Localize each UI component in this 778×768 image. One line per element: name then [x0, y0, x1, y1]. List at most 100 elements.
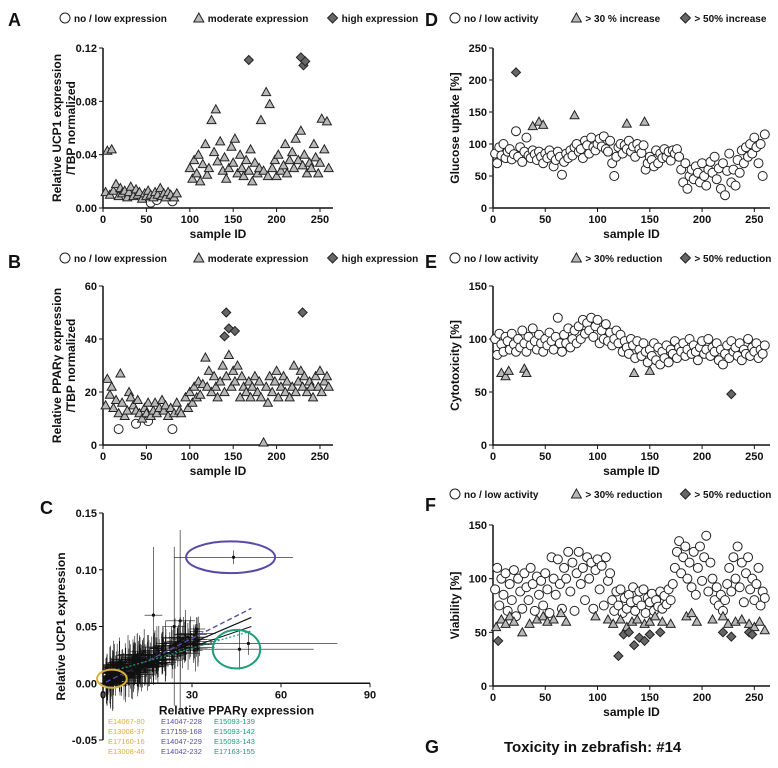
x-tick-label: 100 — [181, 214, 199, 226]
data-point — [262, 397, 274, 407]
y-tick-label: 20 — [85, 387, 97, 399]
y-axis-label: Relative UCP1 expression — [50, 54, 64, 202]
data-point — [628, 640, 640, 651]
legend-marker — [570, 487, 583, 499]
x-tick-label: 250 — [311, 451, 329, 463]
data-point — [655, 627, 666, 638]
y-tick-label: 0.00 — [76, 203, 97, 215]
legend-label: > 30% reduction — [585, 254, 662, 265]
data-point — [180, 391, 191, 402]
data-point — [310, 151, 321, 162]
data-point — [323, 162, 335, 173]
y-tick-label: 0.05 — [76, 622, 97, 634]
data-point — [118, 677, 121, 680]
data-point — [490, 621, 502, 632]
data-point — [707, 573, 718, 584]
data-point — [188, 381, 200, 391]
data-point — [548, 613, 559, 624]
data-point — [588, 331, 599, 342]
data-point — [748, 621, 760, 632]
data-point — [536, 575, 547, 586]
data-point — [124, 660, 127, 663]
data-point — [552, 312, 563, 323]
regression-line-dotted — [117, 630, 252, 671]
data-point — [299, 149, 310, 159]
x-tick-label: 100 — [588, 214, 606, 226]
data-point — [638, 140, 649, 151]
data-point — [125, 391, 137, 402]
data-point — [605, 568, 616, 579]
data-point — [279, 138, 291, 149]
data-point — [110, 671, 114, 675]
data-point — [556, 346, 567, 357]
data-point — [699, 552, 710, 563]
data-point — [184, 162, 196, 173]
data-point — [134, 654, 137, 658]
data-point — [108, 185, 119, 195]
data-point — [308, 138, 320, 149]
data-point — [208, 370, 220, 381]
data-point — [598, 600, 609, 611]
data-point — [172, 624, 176, 629]
legend-marker — [449, 488, 461, 500]
data-point — [305, 162, 317, 173]
data-point — [644, 365, 656, 375]
data-point — [113, 663, 116, 667]
x-tick-label: 100 — [588, 692, 606, 704]
data-point — [149, 397, 161, 407]
data-point — [243, 165, 255, 175]
data-point — [705, 557, 716, 568]
data-point — [596, 560, 607, 571]
panel-label-f: F — [425, 495, 436, 515]
legend-label: high expression — [342, 254, 419, 265]
y-tick-label: 150 — [469, 281, 487, 293]
data-point — [743, 334, 754, 344]
data-point — [187, 173, 198, 183]
highlight-ellipse-green — [211, 628, 262, 670]
data-point — [262, 170, 274, 181]
data-point — [630, 605, 641, 616]
data-point — [299, 370, 310, 381]
y-axis-label: Viability [%] — [448, 572, 462, 640]
x-tick-label: 200 — [693, 692, 711, 704]
data-point — [217, 359, 229, 370]
data-point — [321, 115, 333, 126]
data-point — [312, 381, 324, 391]
data-point — [136, 412, 148, 423]
data-point — [537, 119, 549, 129]
data-point — [223, 349, 235, 359]
data-point — [656, 616, 668, 626]
data-point — [613, 600, 624, 611]
data-point — [234, 391, 246, 402]
data-point — [194, 389, 206, 399]
panel-g-title: Toxicity in zebrafish: #14 — [504, 739, 682, 756]
data-point — [229, 375, 241, 386]
data-point — [203, 365, 215, 375]
y-tick-label: 50 — [475, 627, 487, 639]
x-tick-label: 50 — [539, 451, 551, 463]
data-point — [722, 618, 734, 628]
data-point — [669, 562, 680, 573]
data-point — [573, 546, 584, 557]
panel-a: A 0.00 0.04 0.08 0.12 0 50 100 150 200 250 sample I… — [8, 10, 418, 241]
x-tick-label: 200 — [693, 451, 711, 463]
data-point — [609, 171, 620, 181]
data-point — [125, 181, 137, 191]
x-tick-label: 100 — [588, 451, 606, 463]
data-point — [720, 190, 731, 201]
data-point — [175, 407, 187, 418]
data-point — [717, 610, 729, 621]
x-tick-label: 50 — [140, 214, 152, 226]
regression-line — [105, 626, 252, 677]
data-point — [665, 618, 677, 628]
data-point — [584, 573, 595, 584]
data-point — [286, 146, 298, 157]
y-tick-label: 200 — [469, 75, 487, 87]
data-point — [278, 159, 289, 170]
data-point — [194, 175, 206, 186]
data-point — [191, 167, 203, 178]
data-point — [246, 641, 250, 646]
data-point — [100, 399, 111, 410]
legend-label: high expression — [342, 14, 419, 25]
data-point — [726, 388, 737, 400]
